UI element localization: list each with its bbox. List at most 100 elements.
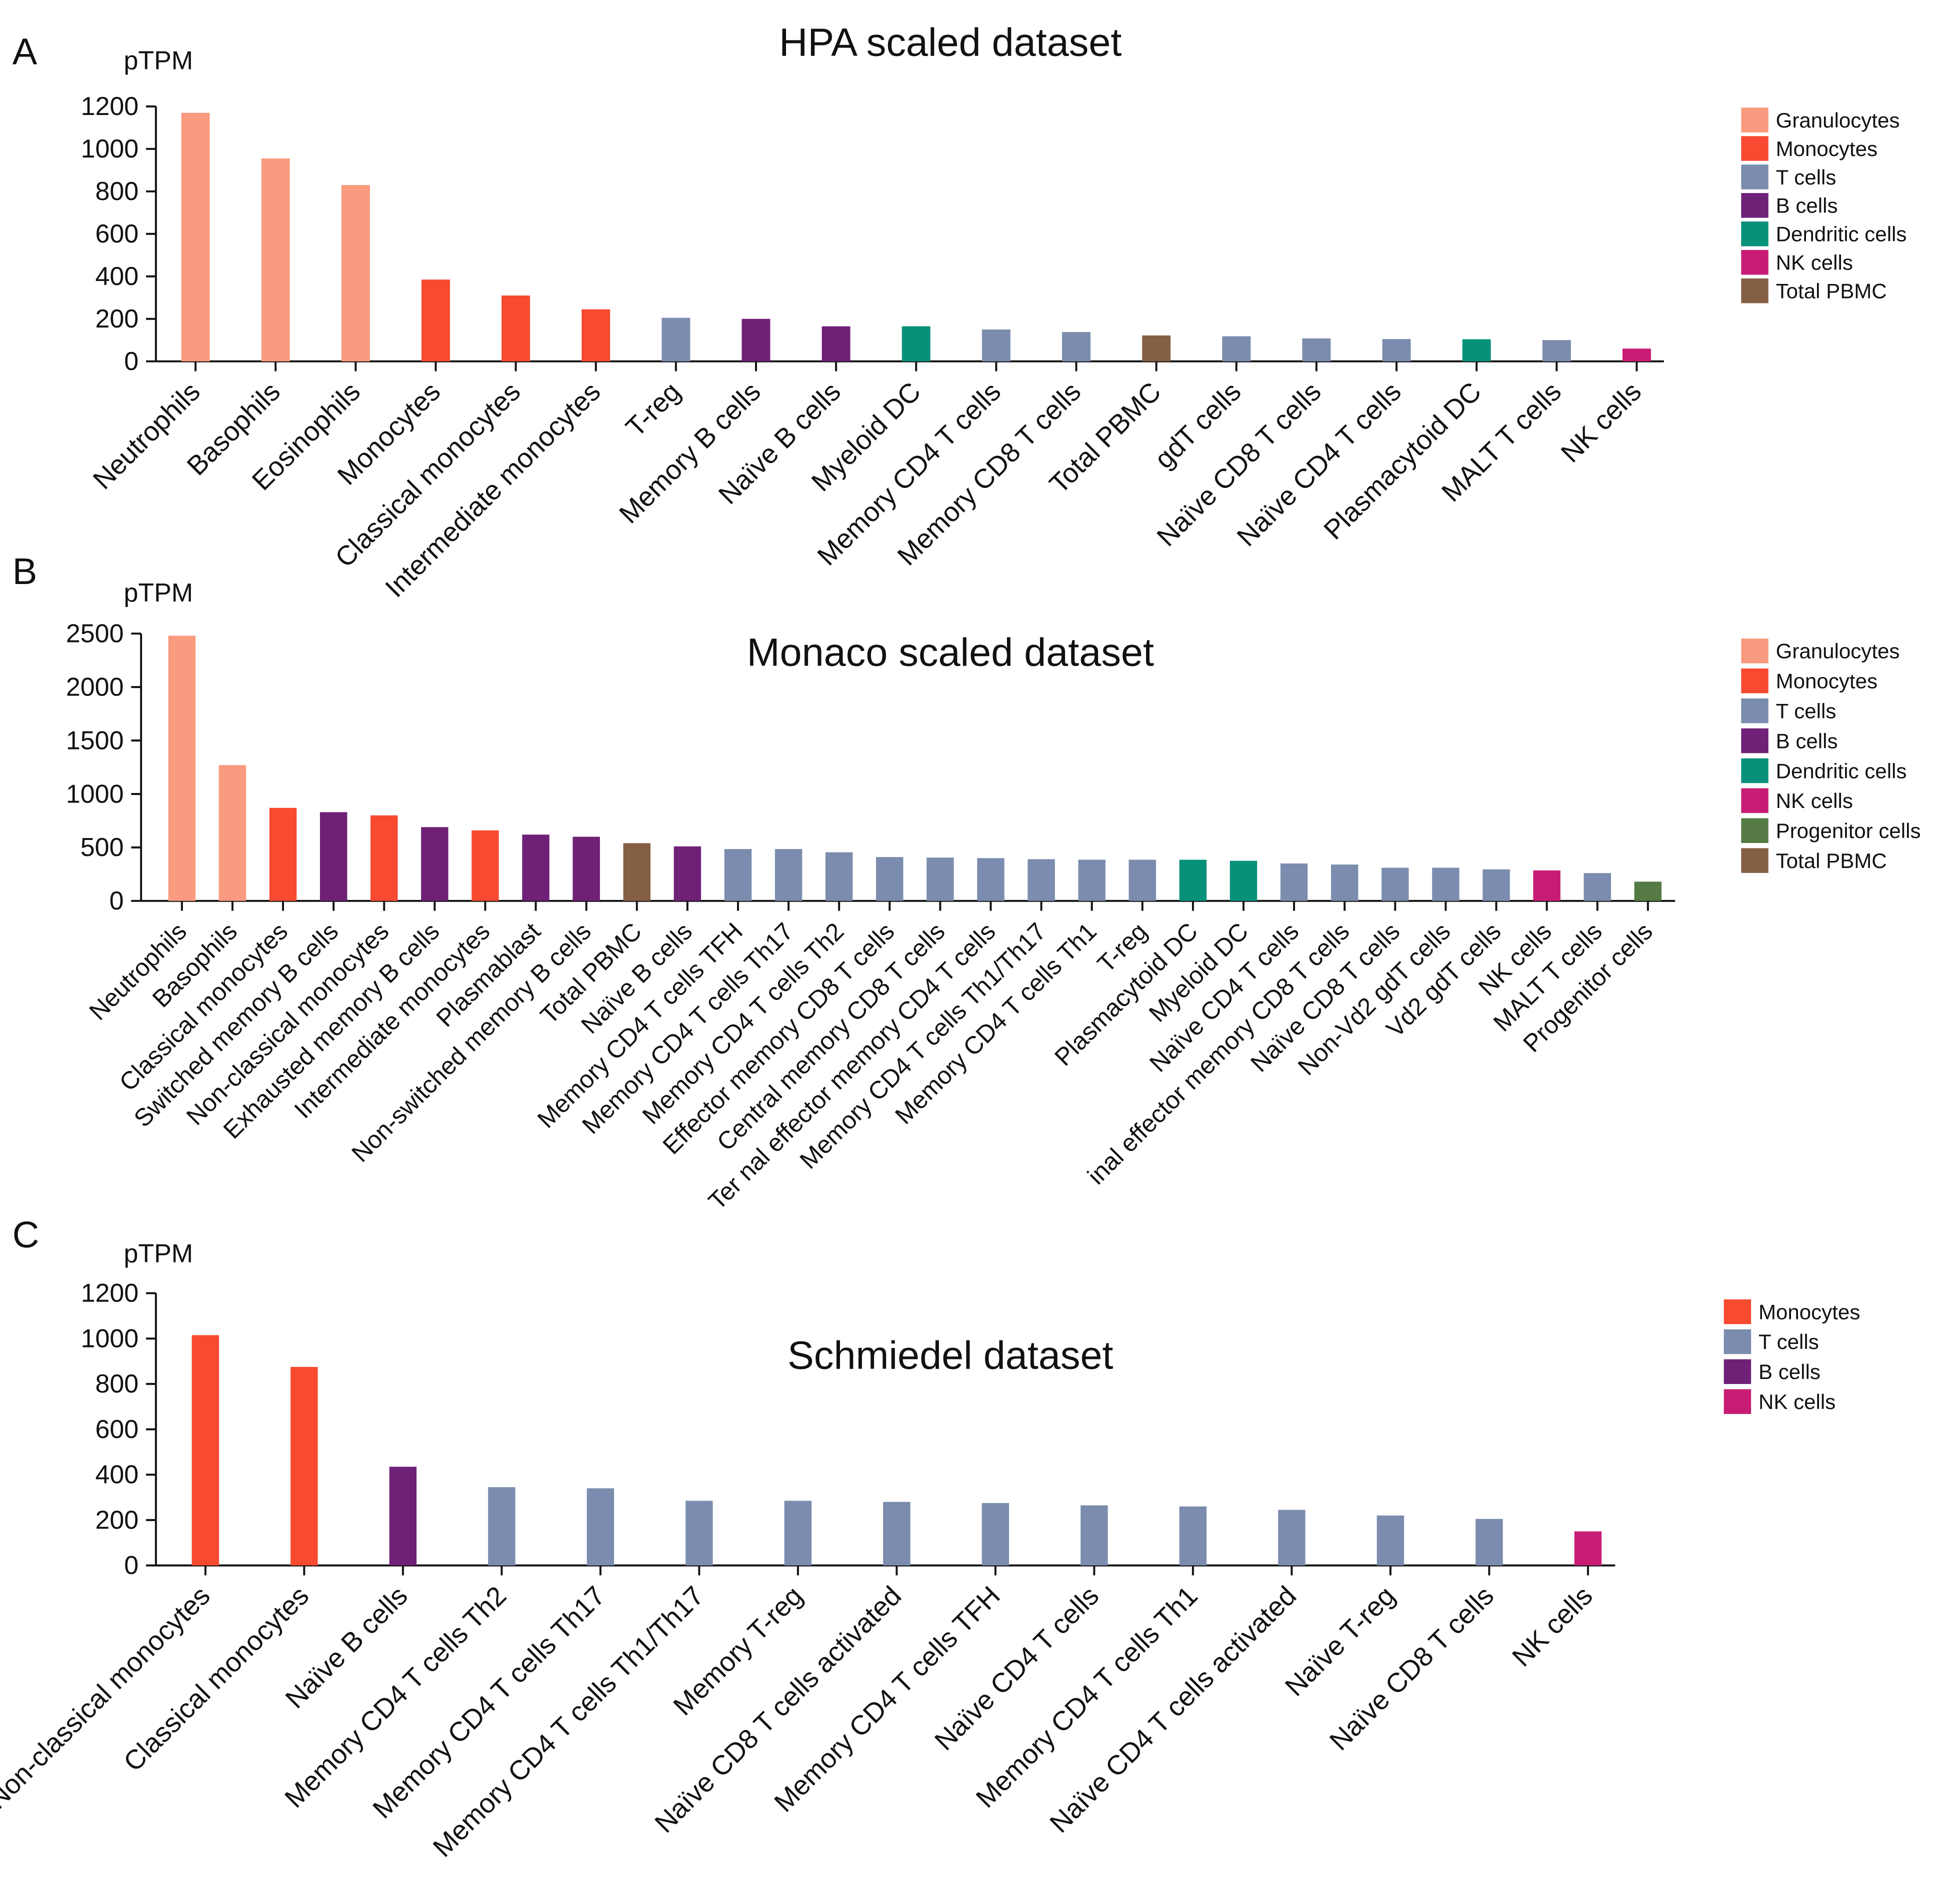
x-tick-label: Classical monocytes bbox=[118, 1580, 314, 1778]
legend-swatch bbox=[1741, 698, 1768, 724]
chart-panel-c: C Schmiedel dataset pTPM 0 200 400 600 800 1000 1… bbox=[0, 1214, 1860, 1863]
y-tick-label: 1000 bbox=[81, 134, 139, 164]
legend-label: Monocytes bbox=[1776, 670, 1878, 693]
bar bbox=[320, 812, 348, 901]
legend-label: B cells bbox=[1776, 194, 1838, 218]
bar bbox=[1574, 1531, 1602, 1566]
bar bbox=[1584, 873, 1611, 901]
bar bbox=[982, 1503, 1010, 1566]
legend-swatch bbox=[1741, 193, 1768, 218]
x-tick-label: Naïve CD8 T cells bbox=[1324, 1580, 1500, 1756]
y-tick-label: 200 bbox=[95, 1506, 138, 1534]
bar bbox=[982, 329, 1010, 362]
legend-swatch bbox=[1741, 278, 1768, 304]
y-tick-label: 600 bbox=[95, 1415, 138, 1444]
bar bbox=[1222, 336, 1251, 362]
legend-swatch bbox=[1741, 728, 1768, 754]
y-tick-label: 800 bbox=[95, 1370, 138, 1398]
chart-title: HPA scaled dataset bbox=[779, 20, 1122, 64]
bar bbox=[586, 1488, 614, 1566]
legend-label: NK cells bbox=[1776, 251, 1853, 274]
legend-label: T cells bbox=[1776, 166, 1836, 189]
bar bbox=[421, 280, 450, 362]
bar bbox=[883, 1502, 910, 1566]
legend-label: T cells bbox=[1776, 699, 1836, 722]
y-tick-label: 400 bbox=[95, 262, 138, 291]
bar bbox=[181, 112, 210, 362]
legend-swatch bbox=[1741, 164, 1768, 190]
chart-panel-b: B Monaco scaled dataset pTPM 0 500 1000 1500 20… bbox=[12, 550, 1921, 1215]
bar bbox=[261, 158, 290, 362]
x-tick-label: Naïve CD4 T cells bbox=[928, 1580, 1104, 1756]
y-tick-label: 2000 bbox=[66, 672, 124, 702]
bar bbox=[572, 836, 600, 901]
bar bbox=[1330, 864, 1358, 901]
bar bbox=[472, 830, 499, 901]
bar bbox=[488, 1487, 516, 1566]
bar bbox=[1376, 1516, 1404, 1566]
legend-label: Granulocytes bbox=[1776, 640, 1900, 663]
y-tick-label: 1200 bbox=[81, 1279, 139, 1308]
bar bbox=[522, 834, 550, 901]
bar bbox=[686, 1500, 713, 1566]
bar bbox=[1533, 870, 1560, 901]
bar bbox=[1476, 1518, 1503, 1566]
legend-swatch bbox=[1741, 758, 1768, 784]
x-tick-label: Neutrophils bbox=[87, 376, 206, 495]
chart-title: Schmiedel dataset bbox=[788, 1332, 1113, 1377]
legend-swatch bbox=[1741, 788, 1768, 814]
bar bbox=[168, 636, 196, 901]
y-tick-label: 600 bbox=[95, 220, 138, 248]
y-tick-label: 0 bbox=[124, 1551, 138, 1580]
legend-swatch bbox=[1741, 638, 1768, 664]
bar bbox=[623, 843, 650, 901]
legend-label: Monocytes bbox=[1776, 137, 1878, 160]
legend-swatch bbox=[1741, 818, 1768, 843]
bar bbox=[1622, 348, 1651, 362]
bar bbox=[724, 849, 752, 901]
bar bbox=[784, 1500, 812, 1566]
bar bbox=[1078, 860, 1106, 901]
bar bbox=[742, 318, 770, 362]
y-tick-label: 1000 bbox=[81, 1324, 139, 1353]
bar bbox=[1278, 1510, 1306, 1566]
x-tick-label: T-reg bbox=[620, 376, 686, 442]
bar bbox=[370, 815, 398, 901]
chart-title: Monaco scaled dataset bbox=[747, 630, 1154, 674]
bar bbox=[421, 827, 448, 901]
panel-letter: C bbox=[12, 1214, 40, 1256]
bar bbox=[1382, 868, 1409, 901]
legend-label: Granulocytes bbox=[1776, 108, 1900, 132]
legend-swatch bbox=[1741, 250, 1768, 275]
bar bbox=[674, 846, 702, 901]
bar bbox=[1432, 868, 1460, 901]
legend-swatch bbox=[1724, 1359, 1752, 1384]
bar bbox=[902, 326, 930, 362]
bar bbox=[269, 808, 297, 901]
legend-label: Progenitor cells bbox=[1776, 819, 1921, 842]
legend-swatch bbox=[1741, 136, 1768, 161]
legend-label: B cells bbox=[1776, 729, 1838, 752]
legend-swatch bbox=[1741, 108, 1768, 132]
bar bbox=[1302, 338, 1331, 362]
x-tick-label: NK cells bbox=[1506, 1580, 1598, 1672]
bar bbox=[1542, 340, 1571, 362]
bar bbox=[1382, 339, 1411, 362]
bar bbox=[774, 849, 802, 901]
legend-label: Total PBMC bbox=[1776, 279, 1887, 302]
bar bbox=[1280, 863, 1308, 901]
bar bbox=[1482, 869, 1510, 901]
y-tick-label: 2500 bbox=[66, 620, 124, 648]
y-tick-label: 1500 bbox=[66, 726, 124, 755]
panel-letter: A bbox=[12, 31, 38, 72]
legend-label: NK cells bbox=[1776, 789, 1853, 812]
bar bbox=[1142, 335, 1171, 362]
bar bbox=[825, 852, 853, 901]
chart-panel-a: A HPA scaled dataset pTPM 0 200 400 600 800 1000… bbox=[12, 20, 1907, 603]
y-axis-label: pTPM bbox=[124, 46, 193, 76]
bar bbox=[1634, 882, 1662, 901]
y-tick-label: 400 bbox=[95, 1460, 138, 1490]
bar bbox=[1179, 860, 1207, 901]
y-tick-label: 1000 bbox=[66, 780, 124, 808]
legend-swatch bbox=[1741, 668, 1768, 694]
